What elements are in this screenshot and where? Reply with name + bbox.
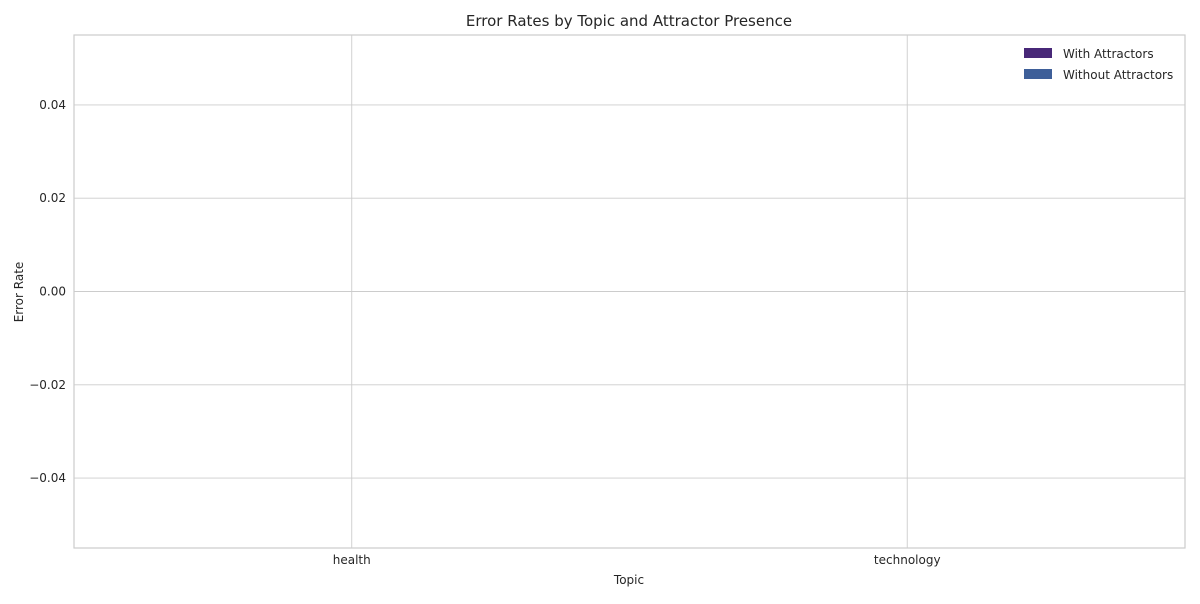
x-axis-label: Topic [613,573,644,587]
y-axis-label: Error Rate [12,262,26,323]
y-tick-labels: −0.04 −0.02 0.00 0.02 0.04 [29,98,66,485]
legend-swatch [1024,48,1052,58]
legend: With Attractors Without Attractors [1024,47,1173,82]
y-tick-label: 0.04 [39,98,66,112]
x-tick-labels: health technology [333,553,941,567]
plot-frame [73,34,1186,549]
y-tick-label: 0.00 [39,285,66,299]
x-tick-label: technology [874,553,941,567]
chart-title: Error Rates by Topic and Attractor Prese… [466,12,792,30]
y-tick-label: 0.02 [39,191,66,205]
x-tick-label: health [333,553,371,567]
legend-label: With Attractors [1063,47,1154,61]
y-tick-label: −0.04 [29,471,66,485]
legend-swatch [1024,69,1052,79]
legend-label: Without Attractors [1063,68,1173,82]
grid [74,35,1185,548]
y-tick-label: −0.02 [29,378,66,392]
